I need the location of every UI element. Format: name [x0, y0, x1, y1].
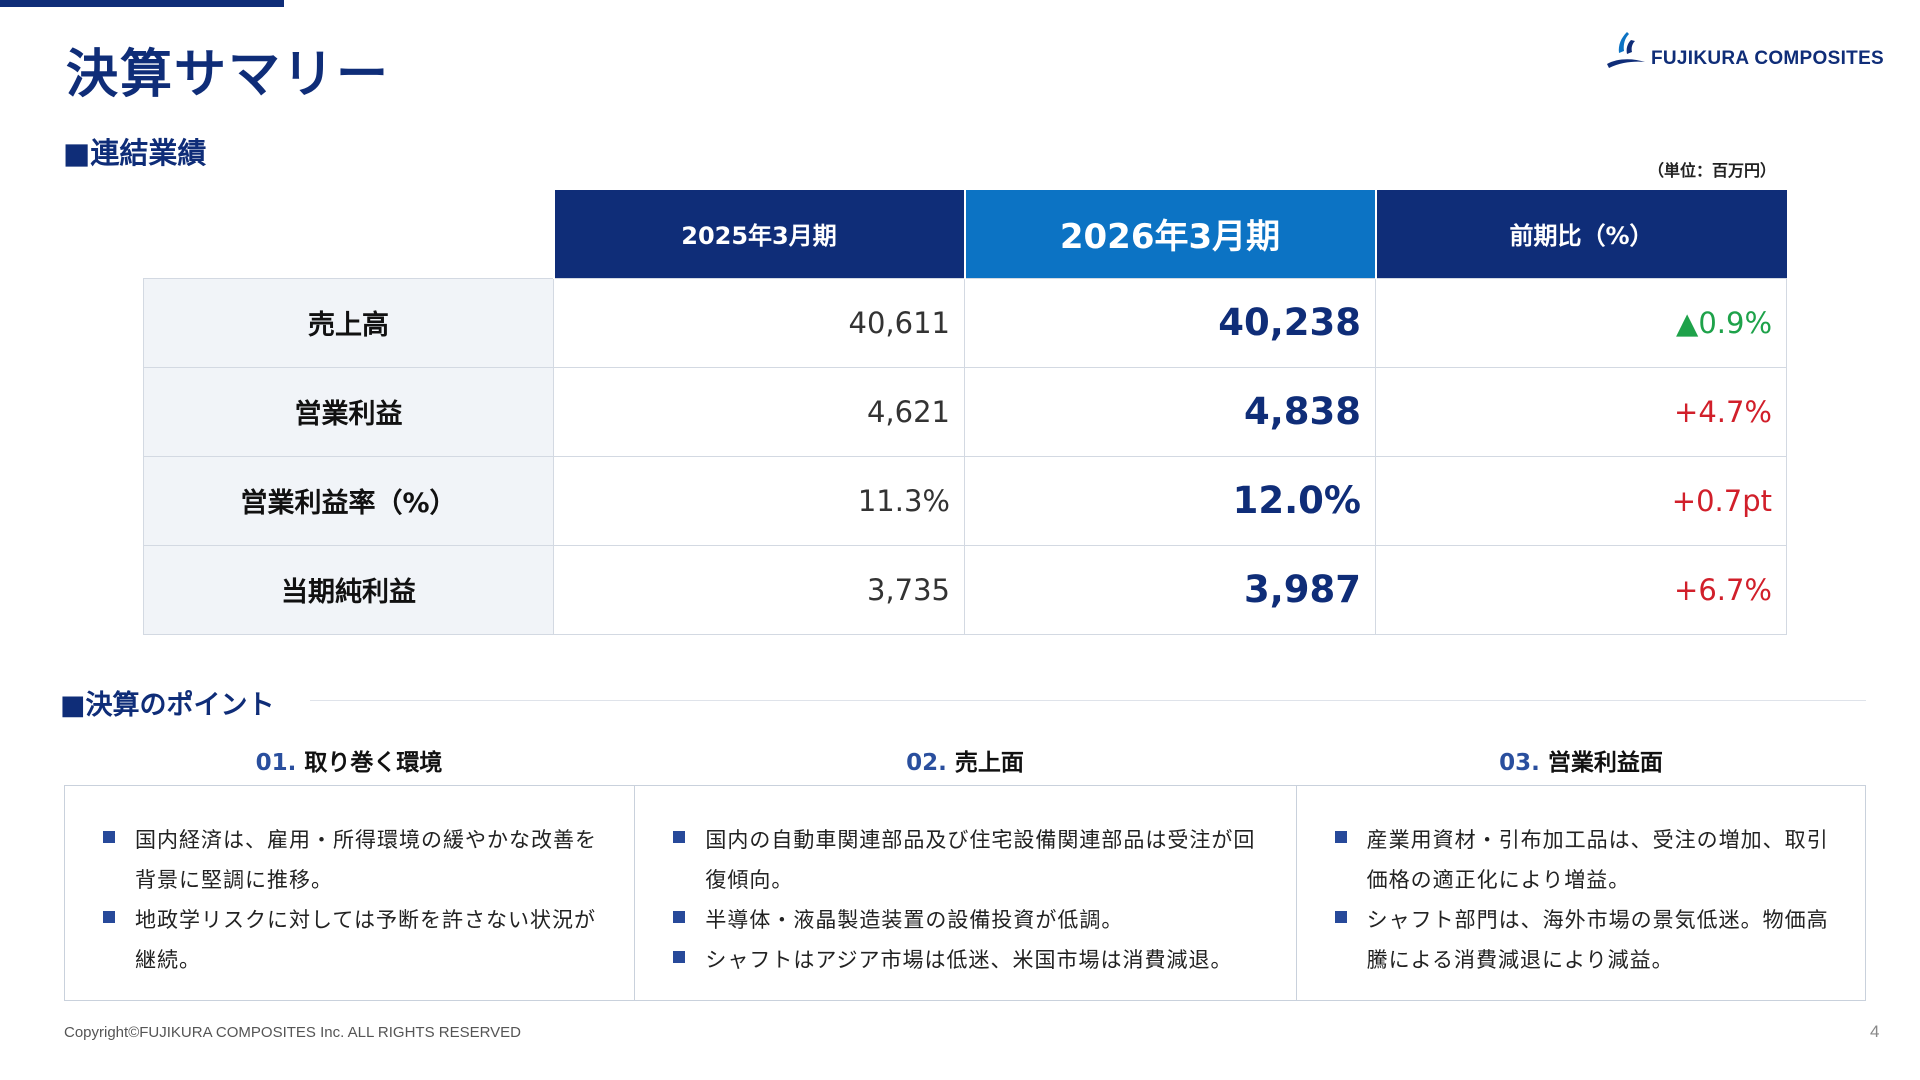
top-accent-bar: [0, 0, 284, 7]
bullet-text: 国内の自動車関連部品及び住宅設備関連部品は受注が回復傾向。: [705, 828, 1256, 892]
change-value: +4.7%: [1375, 366, 1787, 457]
square-bullet-icon: [1334, 911, 1347, 923]
prev-value: 3,735: [553, 544, 965, 635]
row-label: 営業利益: [143, 366, 554, 457]
table-row: 当期純利益 3,735 3,987 +6.7%: [143, 544, 1787, 635]
table-row: 売上高 40,611 40,238 ▲0.9%: [143, 277, 1787, 368]
change-value: ▲0.9%: [1375, 277, 1787, 368]
point-number: 03.: [1499, 750, 1540, 776]
table-row: 営業利益率（%） 11.3% 12.0% +0.7pt: [143, 455, 1787, 546]
bullet-text: シャフト部門は、海外市場の景気低迷。物価高騰による消費減退により減益。: [1366, 908, 1829, 972]
change-value: +0.7pt: [1375, 455, 1787, 546]
logo-mark-icon: [1607, 32, 1645, 68]
square-bullet-icon: [103, 831, 115, 843]
table-corner-cell: [144, 190, 554, 278]
row-label: 当期純利益: [143, 544, 554, 635]
bullet-text: 国内経済は、雇用・所得環境の緩やかな改善を背景に堅調に推移。: [135, 828, 597, 892]
section-title-results: ■連結業績: [63, 136, 207, 170]
square-bullet-icon: [673, 831, 686, 843]
company-logo: FUJIKURA COMPOSITES: [1605, 30, 1884, 74]
bullet-text: 半導体・液晶製造装置の設備投資が低調。: [705, 908, 1124, 932]
change-value: +6.7%: [1375, 544, 1787, 635]
unit-note: （単位：百万円）: [1648, 161, 1777, 180]
bullet-text: 地政学リスクに対しては予断を許さない状況が継続。: [135, 908, 596, 972]
square-bullet-icon: [673, 911, 686, 923]
list-item: 半導体・液晶製造装置の設備投資が低調。: [673, 900, 1275, 940]
page-number: 4: [1870, 1022, 1880, 1041]
section-title-points: ■決算のポイント: [60, 690, 275, 721]
points-column-operating-profit: 産業用資材・引布加工品は、受注の増加、取引価格の適正化により増益。 シャフト部門…: [1295, 786, 1865, 1000]
square-bullet-icon: [673, 951, 686, 963]
list-item: 産業用資材・引布加工品は、受注の増加、取引価格の適正化により増益。: [1334, 820, 1845, 900]
column-header-current: 2026年3月期: [963, 190, 1376, 278]
prev-value: 4,621: [553, 366, 965, 457]
table-header-row: 2025年3月期 2026年3月期 前期比（%）: [144, 190, 1787, 278]
current-value: 40,238: [964, 277, 1376, 368]
points-column-environment: 国内経済は、雇用・所得環境の緩やかな改善を背景に堅調に推移。 地政学リスクに対し…: [65, 786, 634, 1000]
bullet-text: 産業用資材・引布加工品は、受注の増加、取引価格の適正化により増益。: [1366, 828, 1829, 892]
point-heading-environment: 01. 取り巻く環境: [64, 743, 634, 777]
square-bullet-icon: [1334, 831, 1347, 843]
page-title: 決算サマリー: [66, 45, 391, 105]
list-item: 国内の自動車関連部品及び住宅設備関連部品は受注が回復傾向。: [673, 820, 1275, 900]
list-item: 地政学リスクに対しては予断を許さない状況が継続。: [103, 900, 614, 980]
column-header-change: 前期比（%）: [1374, 190, 1787, 278]
copyright-text: Copyright©FUJIKURA COMPOSITES Inc. ALL R…: [64, 1024, 522, 1041]
column-header-prev: 2025年3月期: [552, 190, 965, 278]
current-value: 3,987: [964, 544, 1376, 635]
row-label: 売上高: [143, 277, 554, 368]
square-bullet-icon: [103, 911, 115, 923]
point-number: 02.: [906, 750, 947, 776]
point-title: 取り巻く環境: [304, 750, 443, 776]
point-title: 売上面: [954, 750, 1024, 776]
current-value: 12.0%: [964, 455, 1376, 546]
bullet-text: シャフトはアジア市場は低迷、米国市場は消費減退。: [705, 948, 1233, 972]
point-heading-operating-profit: 03. 営業利益面: [1296, 743, 1866, 777]
prev-value: 11.3%: [553, 455, 965, 546]
results-table: 2025年3月期 2026年3月期 前期比（%） 売上高 40,611 40,2…: [143, 190, 1787, 635]
section-divider: [310, 700, 1866, 701]
points-column-sales: 国内の自動車関連部品及び住宅設備関連部品は受注が回復傾向。 半導体・液晶製造装置…: [634, 786, 1295, 1000]
row-label: 営業利益率（%）: [143, 455, 554, 546]
table-row: 営業利益 4,621 4,838 +4.7%: [143, 366, 1787, 457]
point-heading-sales: 02. 売上面: [634, 743, 1296, 777]
logo-text: FUJIKURA COMPOSITES: [1651, 48, 1885, 69]
points-box: 国内経済は、雇用・所得環境の緩やかな改善を背景に堅調に推移。 地政学リスクに対し…: [64, 785, 1866, 1001]
current-value: 4,838: [964, 366, 1376, 457]
point-title: 営業利益面: [1547, 750, 1663, 776]
list-item: シャフトはアジア市場は低迷、米国市場は消費減退。: [673, 940, 1275, 980]
prev-value: 40,611: [553, 277, 965, 368]
list-item: 国内経済は、雇用・所得環境の緩やかな改善を背景に堅調に推移。: [103, 820, 614, 900]
point-number: 01.: [255, 750, 297, 776]
list-item: シャフト部門は、海外市場の景気低迷。物価高騰による消費減退により減益。: [1334, 900, 1845, 980]
